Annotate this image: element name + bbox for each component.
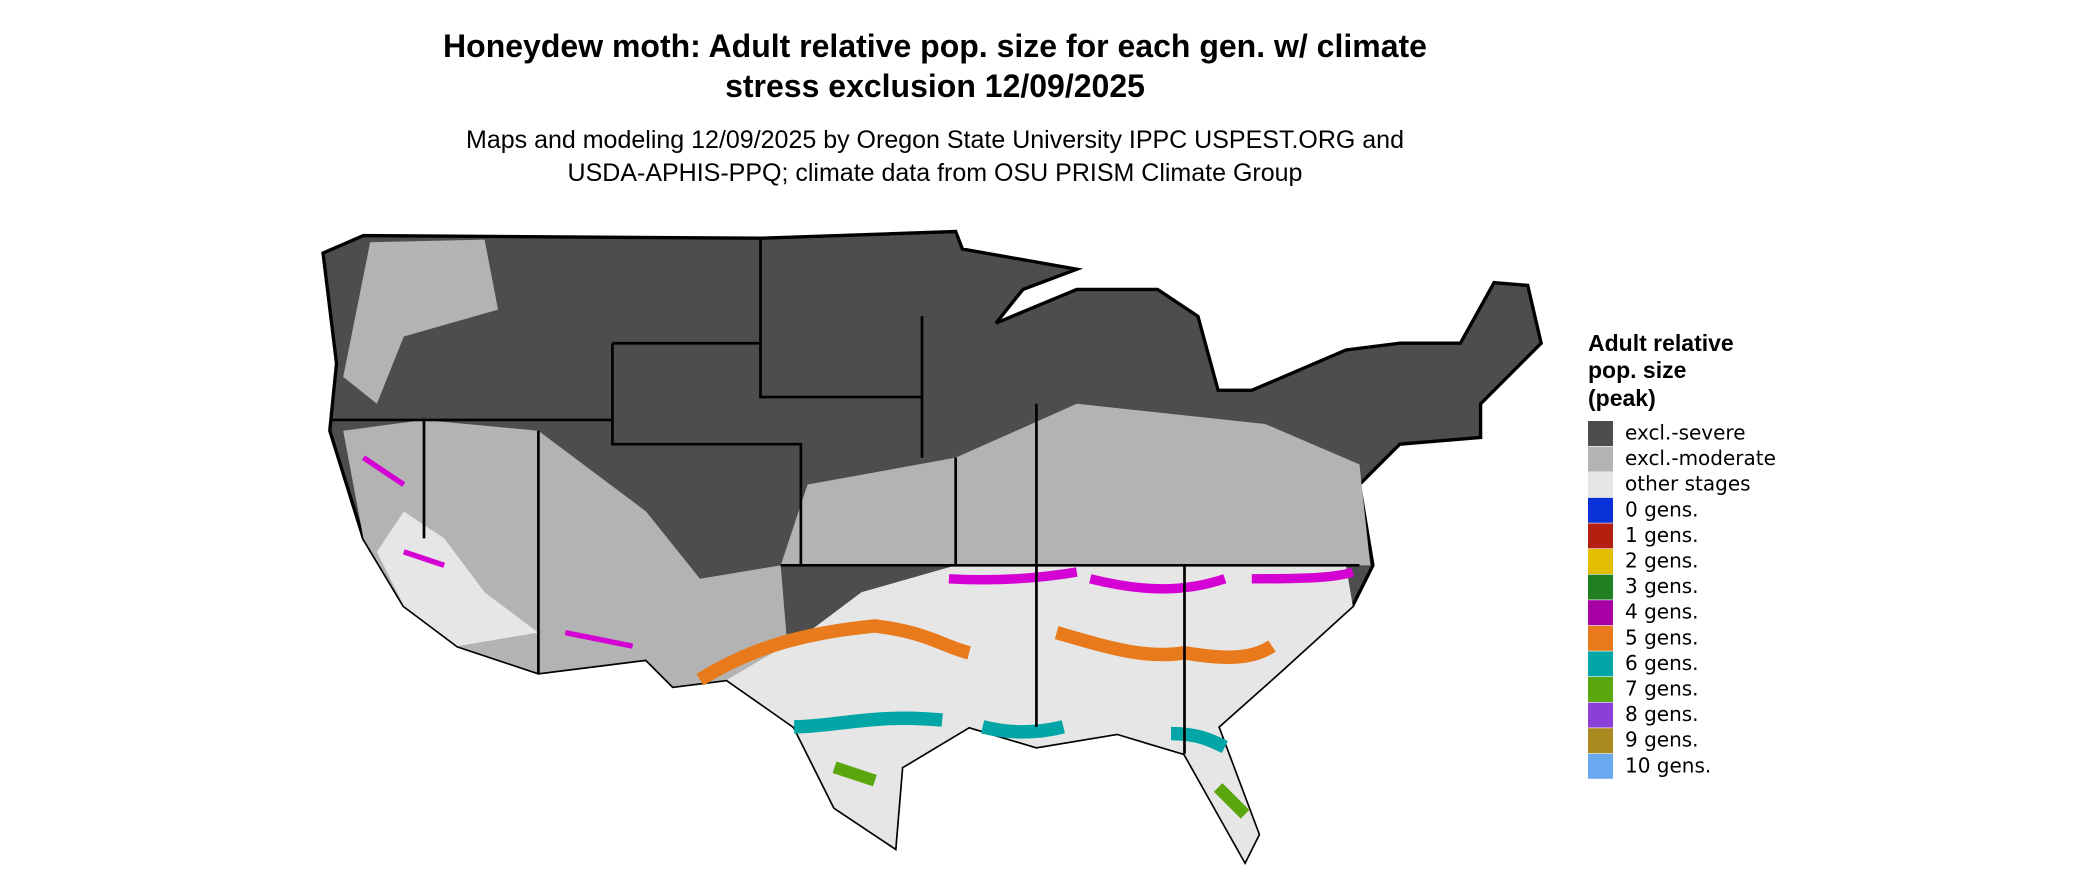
gen-band xyxy=(361,455,634,649)
legend-swatch xyxy=(1588,702,1613,728)
legend-swatch xyxy=(1588,753,1613,779)
legend-swatch xyxy=(1588,677,1613,702)
legend-title: pop. size xyxy=(1588,357,1686,383)
legend-label: excl.-moderate xyxy=(1625,446,1776,470)
state-lines xyxy=(329,238,1360,754)
gen-band xyxy=(794,711,1228,754)
title: Honeydew moth: Adult relative pop. size … xyxy=(443,28,1427,64)
gen-band xyxy=(948,567,1355,594)
moderate-region xyxy=(780,403,1371,566)
legend: Adult relative pop. size (peak) excl.-se… xyxy=(1588,330,1776,779)
legend-title: (peak) xyxy=(1588,385,1656,411)
legend-swatch xyxy=(1588,625,1613,651)
moderate-region xyxy=(343,239,499,404)
legend-label: 6 gens. xyxy=(1625,651,1699,675)
map xyxy=(321,229,1544,866)
legend-label: 1 gens. xyxy=(1625,523,1699,547)
legend-label: 7 gens. xyxy=(1625,677,1699,701)
subtitle: Maps and modeling 12/09/2025 by Oregon S… xyxy=(466,126,1404,154)
legend-swatch xyxy=(1588,549,1613,574)
gen-band xyxy=(832,761,1250,819)
legend-swatch xyxy=(1588,446,1613,472)
title: stress exclusion 12/09/2025 xyxy=(725,68,1145,104)
legend-label: 9 gens. xyxy=(1625,728,1699,752)
legend-swatch xyxy=(1588,651,1613,677)
legend-swatch xyxy=(1588,728,1613,754)
legend-label: 10 gens. xyxy=(1625,753,1711,777)
moderate-region xyxy=(343,419,795,727)
subtitle: USDA-APHIS-PPQ; climate data from OSU PR… xyxy=(568,159,1303,187)
legend-swatch xyxy=(1588,574,1613,600)
legend-swatch xyxy=(1588,600,1613,626)
other-region xyxy=(726,565,1353,862)
legend-label: 8 gens. xyxy=(1625,702,1699,726)
legend-label: 4 gens. xyxy=(1625,600,1699,624)
legend-swatch xyxy=(1588,421,1613,446)
legend-label: 3 gens. xyxy=(1625,574,1699,598)
legend-title: Adult relative xyxy=(1588,330,1734,356)
other-region xyxy=(376,511,539,647)
legend-label: 0 gens. xyxy=(1625,497,1699,521)
legend-label: 5 gens. xyxy=(1625,625,1699,649)
legend-label: 2 gens. xyxy=(1625,549,1699,573)
legend-swatch xyxy=(1588,497,1613,523)
legend-label: other stages xyxy=(1625,472,1751,496)
legend-swatch xyxy=(1588,523,1613,549)
legend-label: excl.-severe xyxy=(1625,421,1746,445)
legend-swatch xyxy=(1588,472,1613,498)
